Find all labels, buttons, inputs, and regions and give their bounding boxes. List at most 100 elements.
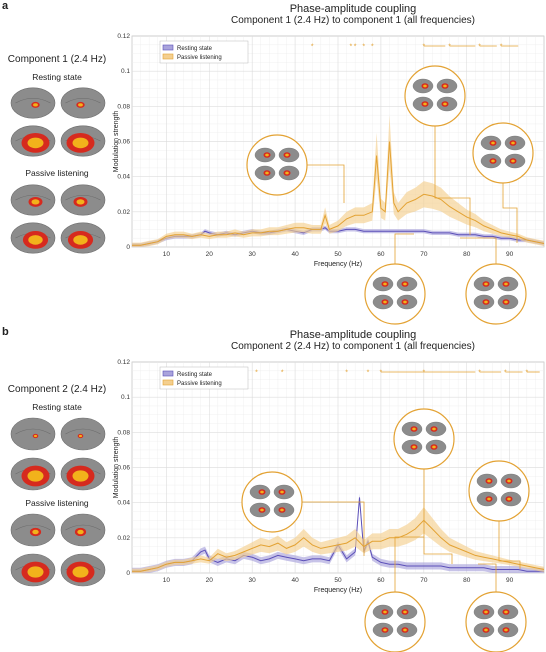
activation-core xyxy=(33,434,38,438)
legend-swatch xyxy=(162,379,174,386)
activation-core xyxy=(403,300,407,304)
significance-star: * xyxy=(371,44,374,51)
x-tick-label: 10 xyxy=(163,251,171,258)
left-brain-view xyxy=(60,553,106,587)
component-label: Component 2 (2.4 Hz) xyxy=(7,384,107,395)
chart-title: Phase-amplitude coupling xyxy=(289,329,417,341)
callout-leader-line xyxy=(307,164,345,203)
callout-brains xyxy=(372,604,418,638)
activation-core xyxy=(504,300,508,304)
callout-circle xyxy=(241,471,303,533)
callout-circle xyxy=(472,122,534,184)
significance-star: * xyxy=(281,370,284,377)
brain-callout xyxy=(472,122,534,243)
x-tick-label: 80 xyxy=(463,251,471,258)
condition-label-passive: Passive listening xyxy=(25,498,89,508)
left-brain-view xyxy=(10,184,56,216)
legend-box xyxy=(159,366,249,390)
condition-label-passive: Passive listening xyxy=(25,168,89,178)
panel-letter: b xyxy=(2,326,9,338)
activation-core xyxy=(78,103,83,107)
y-tick-label: 0.08 xyxy=(117,103,130,110)
callout-circle xyxy=(404,65,466,127)
legend-swatch xyxy=(162,53,174,60)
y-tick-label: 0.1 xyxy=(121,394,130,401)
x-tick-label: 50 xyxy=(334,251,342,258)
callout-brains xyxy=(254,147,300,181)
activation-core xyxy=(265,171,269,175)
panel-letter: a xyxy=(2,0,9,12)
brain-sulcus xyxy=(15,524,51,531)
callout-brains xyxy=(412,78,458,112)
callout-leader-line xyxy=(478,563,497,592)
legend-label: Resting state xyxy=(177,372,213,378)
left-brain-view xyxy=(10,222,56,254)
y-tick-label: 0.04 xyxy=(117,174,130,181)
y-tick-label: 0.12 xyxy=(117,33,130,40)
significance-star: * xyxy=(350,44,353,51)
callout-brains xyxy=(372,276,418,310)
activation-core xyxy=(504,610,508,614)
callout-brains xyxy=(473,604,519,638)
x-axis-label: Frequency (Hz) xyxy=(314,261,362,268)
y-tick-label: 0 xyxy=(126,570,130,577)
callout-circle xyxy=(393,408,455,470)
confidence-band-passive xyxy=(132,507,544,573)
brain-callout xyxy=(460,237,527,325)
activation-core xyxy=(432,427,436,431)
x-tick-label: 30 xyxy=(249,251,257,258)
activation-core xyxy=(383,610,387,614)
activation-core xyxy=(72,137,89,149)
activation-core xyxy=(412,427,416,431)
significance-star: * xyxy=(354,44,357,51)
activation-core xyxy=(27,137,44,149)
significance-star: * xyxy=(367,370,370,377)
activation-core xyxy=(73,235,88,245)
confidence-band-resting xyxy=(132,225,544,247)
activation-core xyxy=(432,445,436,449)
callout-circle xyxy=(465,591,527,652)
x-tick-label: 30 xyxy=(249,577,257,584)
activation-core xyxy=(32,529,39,535)
activation-core xyxy=(484,628,488,632)
activation-core xyxy=(78,434,83,438)
callout-circle xyxy=(468,460,530,522)
activation-core xyxy=(280,508,284,512)
pac-line-chart: 10 20 30 40 50 60 70 80 90 0 0.02 0.04 0.06 0.08 0.1 0.… xyxy=(113,33,545,325)
x-tick-label: 90 xyxy=(506,251,514,258)
left-brain-view xyxy=(10,87,56,119)
activation-core xyxy=(443,102,447,106)
significance-star: * xyxy=(422,370,425,377)
activation-core xyxy=(31,199,40,205)
activation-core xyxy=(280,490,284,494)
brain-surface xyxy=(10,417,56,451)
callout-circle xyxy=(364,591,426,652)
activation-core xyxy=(487,479,491,483)
significance-star: * xyxy=(380,370,383,377)
legend-label: Passive listening xyxy=(177,381,222,387)
brain-passive-image xyxy=(10,513,106,587)
brain-callout xyxy=(364,233,426,325)
left-brain-view xyxy=(60,125,106,157)
activation-core xyxy=(487,497,491,501)
activation-core xyxy=(412,445,416,449)
chart-title: Phase-amplitude coupling xyxy=(289,3,417,15)
legend-label: Passive listening xyxy=(177,55,222,61)
callout-brains xyxy=(401,421,447,455)
left-brain-view xyxy=(60,513,106,547)
callout-brains xyxy=(476,473,522,507)
brain-callout xyxy=(241,471,365,556)
x-tick-label: 70 xyxy=(420,577,428,584)
brain-callout xyxy=(404,65,471,235)
y-tick-label: 0.02 xyxy=(117,535,130,542)
significance-star: * xyxy=(422,44,425,51)
activation-core xyxy=(511,159,515,163)
x-tick-label: 60 xyxy=(377,577,385,584)
activation-core xyxy=(285,171,289,175)
left-brain-view xyxy=(10,553,56,587)
activation-core xyxy=(27,566,44,578)
y-tick-label: 0 xyxy=(126,244,130,251)
activation-core xyxy=(383,300,387,304)
legend: Resting state Passive listening xyxy=(159,40,249,64)
significance-star: * xyxy=(448,44,451,51)
